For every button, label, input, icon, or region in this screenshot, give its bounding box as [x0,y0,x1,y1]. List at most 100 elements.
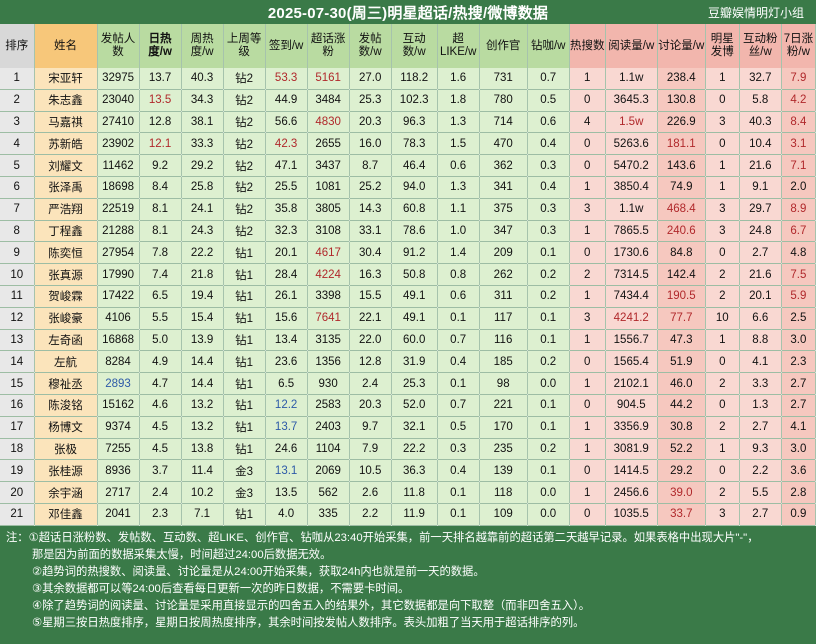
cell-star-posts: 2 [705,263,740,286]
cell-name: 陈奕恒 [34,241,98,265]
cell-daily-heat: 8.4 [139,176,182,199]
cell-diamond: 0.0 [527,372,570,395]
cell-seven-day-fans: 3.1 [781,132,816,156]
cell-super-like: 1.3 [437,176,480,199]
cell-diamond: 0.2 [527,263,570,286]
cell-diamond: 0.1 [527,459,570,483]
cell-weekly-heat: 19.4 [181,285,224,308]
cell-post-users: 22519 [97,198,140,221]
cell-super-topic-fans: 335 [307,503,350,526]
table-row: 2 朱志鑫 23040 13.5 34.3 钻2 44.9 3484 25.3 102.3 1.8 7… [0,89,816,112]
cell-weekly-heat: 11.4 [181,459,224,483]
cell-read-count: 3081.9 [605,438,658,461]
cell-post-users: 27410 [97,111,140,134]
cell-post-users: 17990 [97,263,140,286]
cell-diamond: 0.3 [527,154,570,177]
header-weekly-heat: 周热度/w [181,24,224,68]
cell-diamond: 0.5 [527,89,570,112]
cell-checkin: 24.6 [265,438,308,461]
cell-super-like: 1.8 [437,89,480,112]
cell-name: 朱志鑫 [34,89,98,112]
cell-last-week-level: 钻1 [223,438,266,461]
table-row: 6 张泽禹 18698 8.4 25.8 钻2 25.5 1081 25.2 94.0 1.3 341… [0,176,816,199]
cell-interaction-fans: 32.7 [739,68,782,90]
cell-post-users: 8936 [97,459,140,483]
cell-hot-search-count: 1 [569,220,606,243]
cell-daily-heat: 13.7 [139,68,182,90]
cell-interaction-fans: 5.5 [739,481,782,504]
header-interaction-count: 互动数/w [391,24,438,68]
cell-interaction-count: 118.2 [391,68,438,90]
cell-post-count: 2.2 [349,503,392,526]
cell-daily-heat: 12.1 [139,132,182,156]
cell-post-users: 17422 [97,285,140,308]
cell-daily-heat: 3.7 [139,459,182,483]
cell-diamond: 0.1 [527,241,570,265]
cell-name: 张峻豪 [34,307,98,330]
cell-diamond: 0.4 [527,176,570,199]
cell-discussion-count: 143.6 [657,154,706,177]
cell-seven-day-fans: 2.5 [781,307,816,330]
cell-interaction-fans: 1.3 [739,394,782,417]
cell-checkin: 42.3 [265,132,308,156]
cell-hot-search-count: 0 [569,350,606,374]
cell-star-posts: 1 [705,154,740,177]
cell-weekly-heat: 40.3 [181,68,224,90]
cell-hot-search-count: 0 [569,394,606,417]
cell-rank: 14 [0,350,35,374]
cell-diamond: 0.3 [527,198,570,221]
cell-interaction-count: 91.2 [391,241,438,265]
cell-last-week-level: 钻1 [223,503,266,526]
cell-read-count: 1556.7 [605,329,658,352]
cell-interaction-count: 102.3 [391,89,438,112]
cell-super-like: 1.1 [437,198,480,221]
cell-interaction-count: 11.8 [391,481,438,504]
cell-super-topic-fans: 2655 [307,132,350,156]
cell-daily-heat: 4.7 [139,372,182,395]
cell-seven-day-fans: 3.6 [781,459,816,483]
note-1: 注：①超话日涨粉数、发帖数、互动数、超LIKE、创作官、钻咖从23:40开始采集… [6,532,759,544]
cell-daily-heat: 6.5 [139,285,182,308]
cell-seven-day-fans: 7.5 [781,263,816,286]
cell-creator: 375 [479,198,528,221]
cell-read-count: 3850.4 [605,176,658,199]
cell-super-like: 0.1 [437,307,480,330]
cell-rank: 21 [0,503,35,526]
cell-interaction-fans: 9.3 [739,438,782,461]
cell-interaction-count: 11.9 [391,503,438,526]
cell-post-count: 12.8 [349,350,392,374]
cell-last-week-level: 钻1 [223,263,266,286]
cell-super-like: 0.1 [437,481,480,504]
note-3: ③其余数据都可以等24:00后查看每日更新一次的昨日数据，不需要卡时间。 [32,583,410,595]
cell-hot-search-count: 0 [569,241,606,265]
cell-creator: 139 [479,459,528,483]
cell-creator: 116 [479,329,528,352]
cell-daily-heat: 8.1 [139,198,182,221]
cell-star-posts: 0 [705,89,740,112]
cell-rank: 8 [0,220,35,243]
cell-last-week-level: 钻2 [223,220,266,243]
cell-last-week-level: 钻2 [223,176,266,199]
cell-daily-heat: 4.6 [139,394,182,417]
cell-checkin: 13.7 [265,416,308,439]
cell-discussion-count: 29.2 [657,459,706,483]
cell-rank: 19 [0,459,35,483]
cell-hot-search-count: 3 [569,307,606,330]
note-4: ④除了趋势词的阅读量、讨论量是采用直接显示的四舍五入的结果外，其它数据都是向下取… [32,600,591,612]
cell-diamond: 0.0 [527,481,570,504]
cell-read-count: 2102.1 [605,372,658,395]
cell-post-users: 21288 [97,220,140,243]
cell-super-like: 0.1 [437,372,480,395]
cell-diamond: 0.4 [527,132,570,156]
cell-daily-heat: 13.5 [139,89,182,112]
cell-post-count: 16.3 [349,263,392,286]
cell-name: 贺峻霖 [34,285,98,308]
cell-star-posts: 3 [705,503,740,526]
cell-star-posts: 0 [705,241,740,265]
cell-name: 余宇涵 [34,481,98,504]
cell-super-topic-fans: 3135 [307,329,350,352]
table-row: 18 张极 7255 4.5 13.8 钻1 24.6 1104 7.9 22.2 0.3 235 0.… [0,438,816,461]
cell-super-topic-fans: 3108 [307,220,350,243]
cell-post-users: 32975 [97,68,140,90]
